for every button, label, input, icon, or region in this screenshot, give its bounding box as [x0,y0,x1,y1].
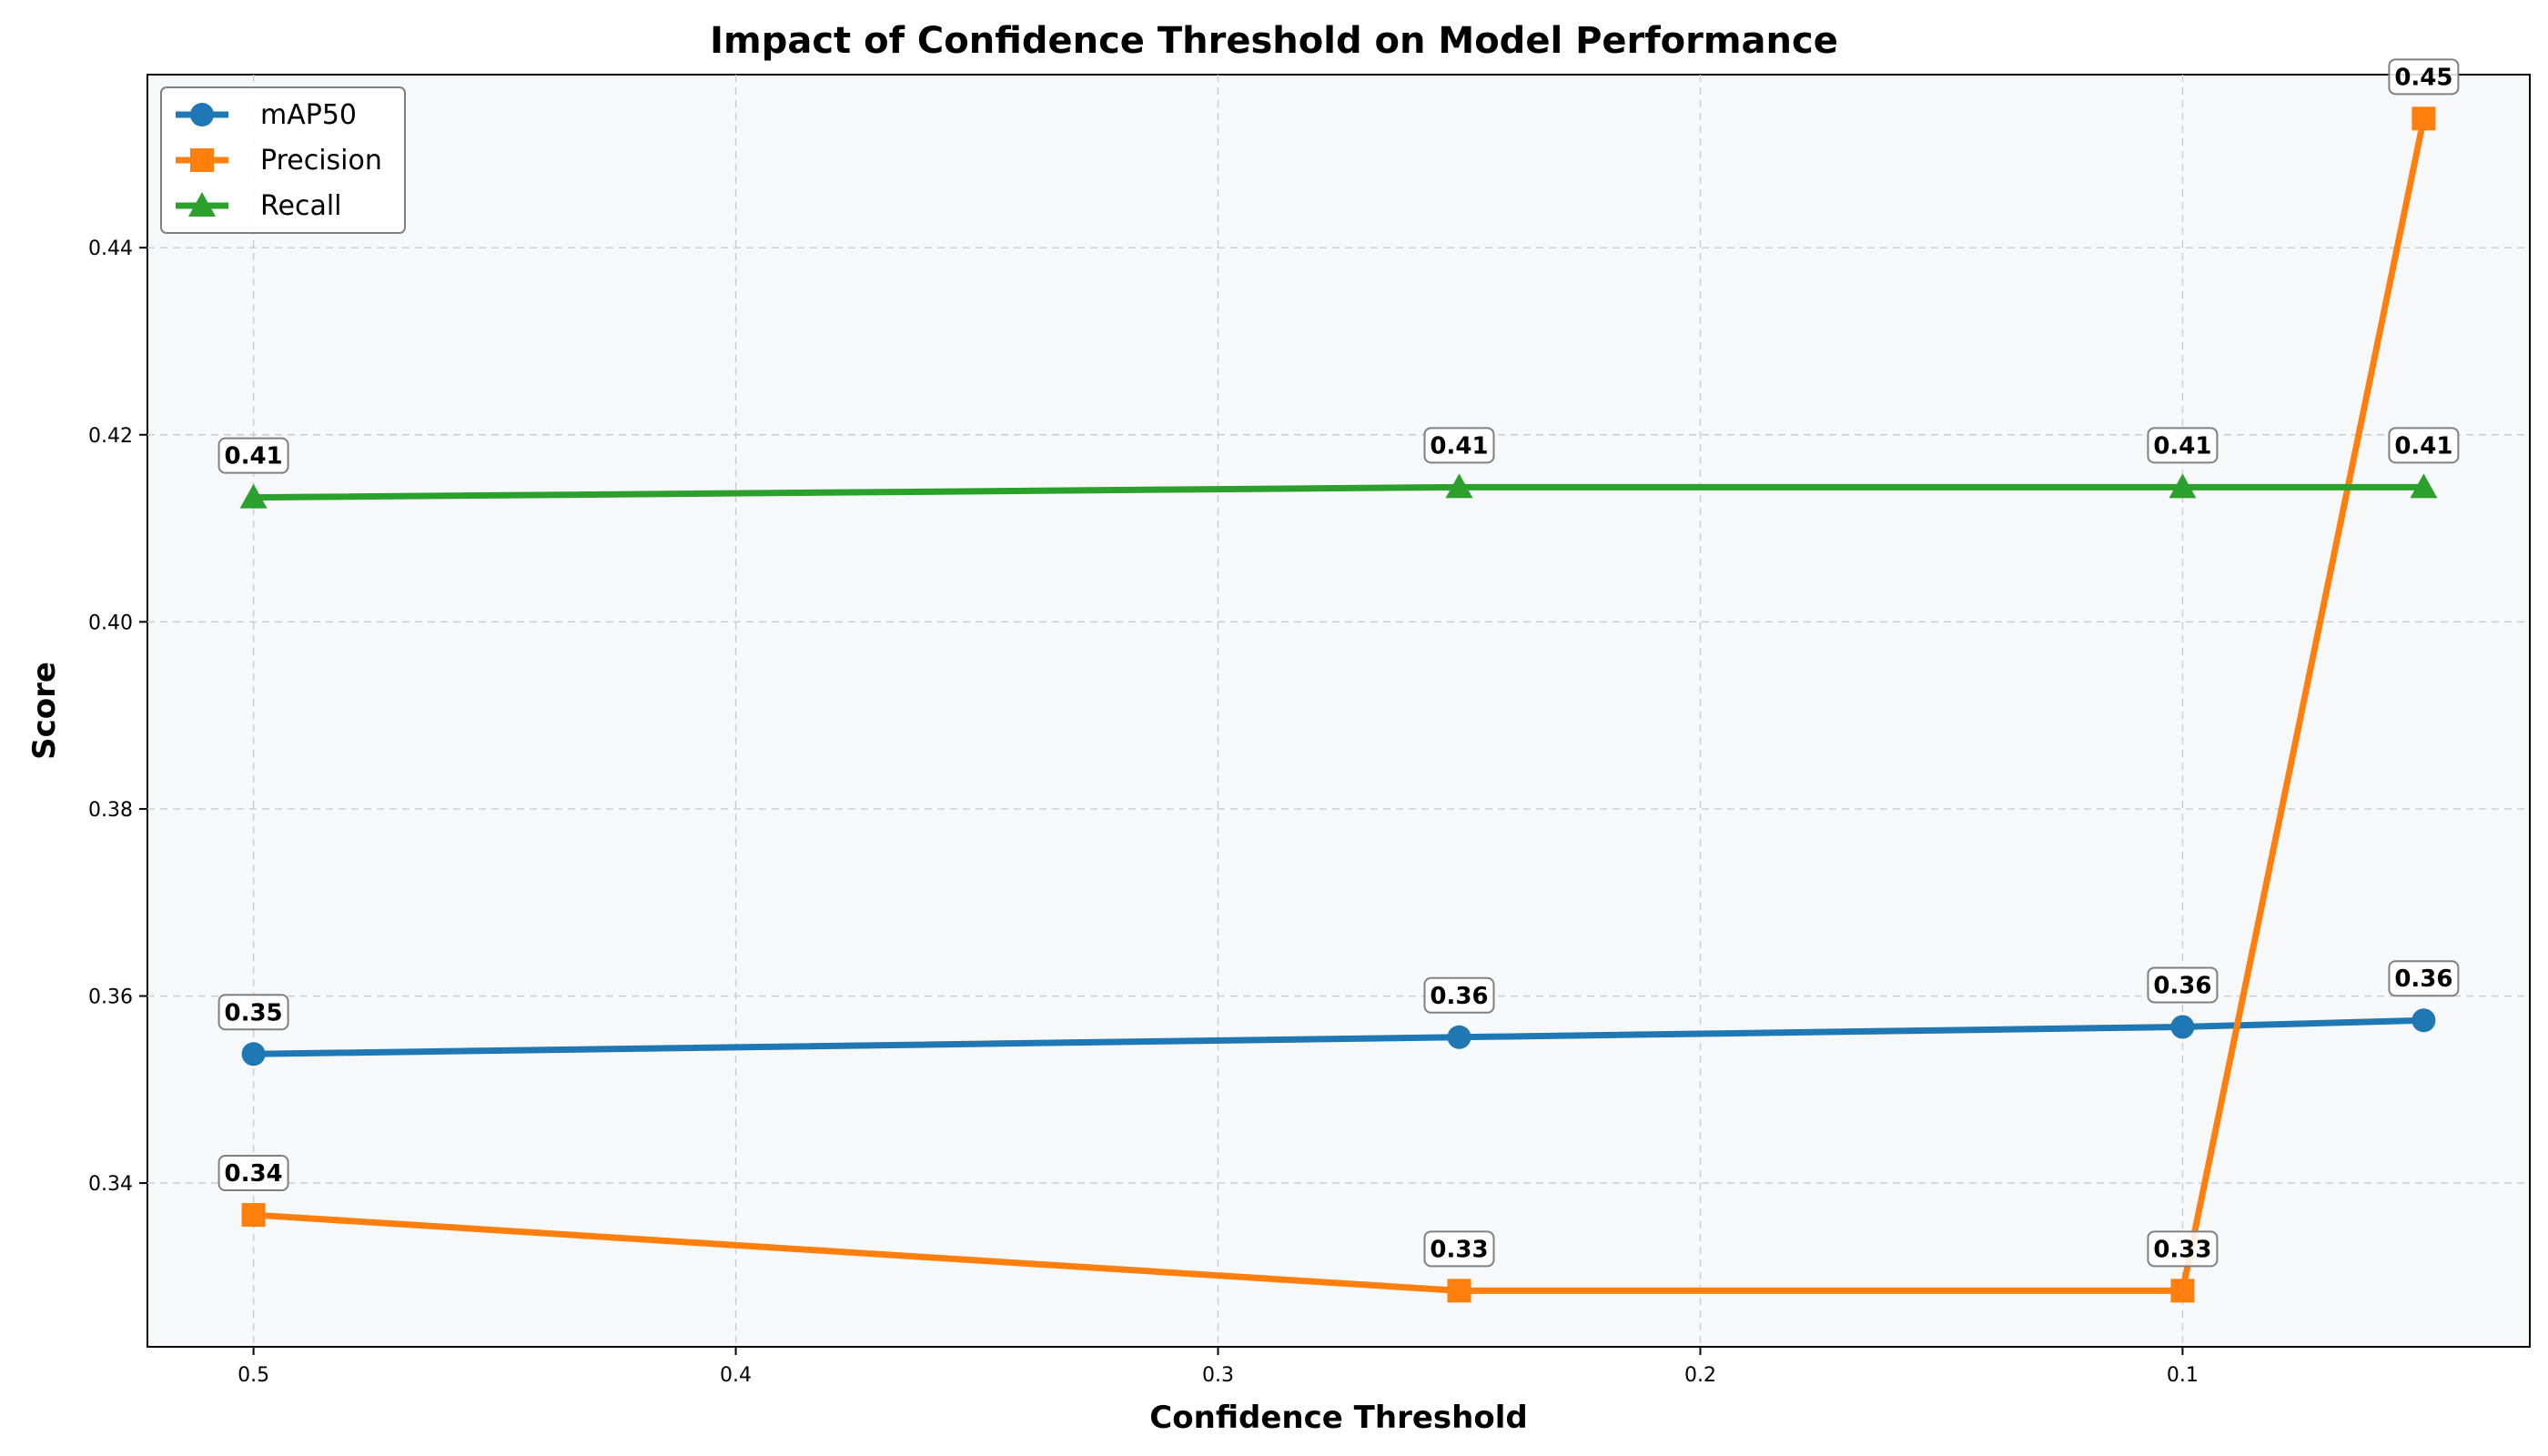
legend-label: Recall [260,190,342,222]
data-label-text: 0.41 [225,443,283,470]
recall-data-label: 0.41 [2148,428,2217,462]
precision-point [2412,106,2435,130]
x-tick-label: 0.3 [1202,1364,1234,1387]
map50-point [242,1042,266,1066]
data-label-text: 0.45 [2394,64,2452,91]
map50-point [2170,1015,2194,1038]
y-axis: 0.34 0.36 0.38 0.40 0.42 0.44 [88,238,147,1196]
recall-data-label: 0.41 [2389,428,2458,462]
x-tick-label: 0.4 [720,1364,752,1387]
data-label-text: 0.41 [1430,432,1488,460]
precision-point [1447,1279,1471,1302]
data-label-text: 0.35 [225,999,283,1026]
precision-data-label: 0.33 [2148,1231,2217,1266]
precision-data-label: 0.33 [1424,1231,1493,1266]
data-label-text: 0.36 [1430,983,1488,1010]
y-tick-label: 0.38 [88,799,133,822]
map50-data-label: 0.36 [1424,978,1493,1013]
legend-item-precision: Precision [176,145,382,177]
data-label-text: 0.36 [2153,972,2211,999]
precision-data-label: 0.34 [219,1156,288,1190]
plot-area [147,75,2530,1347]
recall-data-label: 0.41 [1424,428,1493,462]
legend-label: mAP50 [260,99,357,131]
y-tick-label: 0.42 [88,425,133,448]
y-tick-label: 0.44 [88,238,133,260]
x-tick-label: 0.1 [2167,1364,2199,1387]
data-label-text: 0.41 [2394,432,2452,460]
x-axis: 0.5 0.4 0.3 0.2 0.1 [238,1347,2199,1387]
legend: mAP50 Precision Recall [161,87,405,233]
recall-data-label: 0.41 [219,439,288,473]
y-tick-label: 0.34 [88,1173,133,1196]
map50-data-label: 0.36 [2389,961,2458,996]
data-label-text: 0.41 [2153,432,2211,460]
legend-item-map50: mAP50 [176,99,357,131]
map50-data-label: 0.36 [2148,967,2217,1002]
map50-point [1447,1026,1471,1049]
x-tick-label: 0.2 [1684,1364,1716,1387]
precision-data-label: 0.45 [2389,59,2458,94]
y-tick-label: 0.36 [88,986,133,1009]
chart-title: Impact of Confidence Threshold on Model … [710,20,1838,62]
legend-marker [190,148,214,172]
precision-point [2170,1279,2194,1302]
y-axis-title: Score [26,662,63,760]
data-label-text: 0.33 [2153,1236,2211,1263]
data-label-text: 0.33 [1430,1236,1488,1263]
x-axis-title: Confidence Threshold [1149,1400,1527,1436]
data-label-text: 0.34 [225,1160,283,1188]
precision-point [242,1203,266,1227]
y-tick-label: 0.40 [88,612,133,634]
map50-point [2412,1008,2435,1032]
legend-marker [190,103,214,126]
data-label-text: 0.36 [2394,966,2452,993]
legend-label: Precision [260,145,382,177]
x-tick-label: 0.5 [238,1364,269,1387]
map50-data-label: 0.35 [219,995,288,1029]
